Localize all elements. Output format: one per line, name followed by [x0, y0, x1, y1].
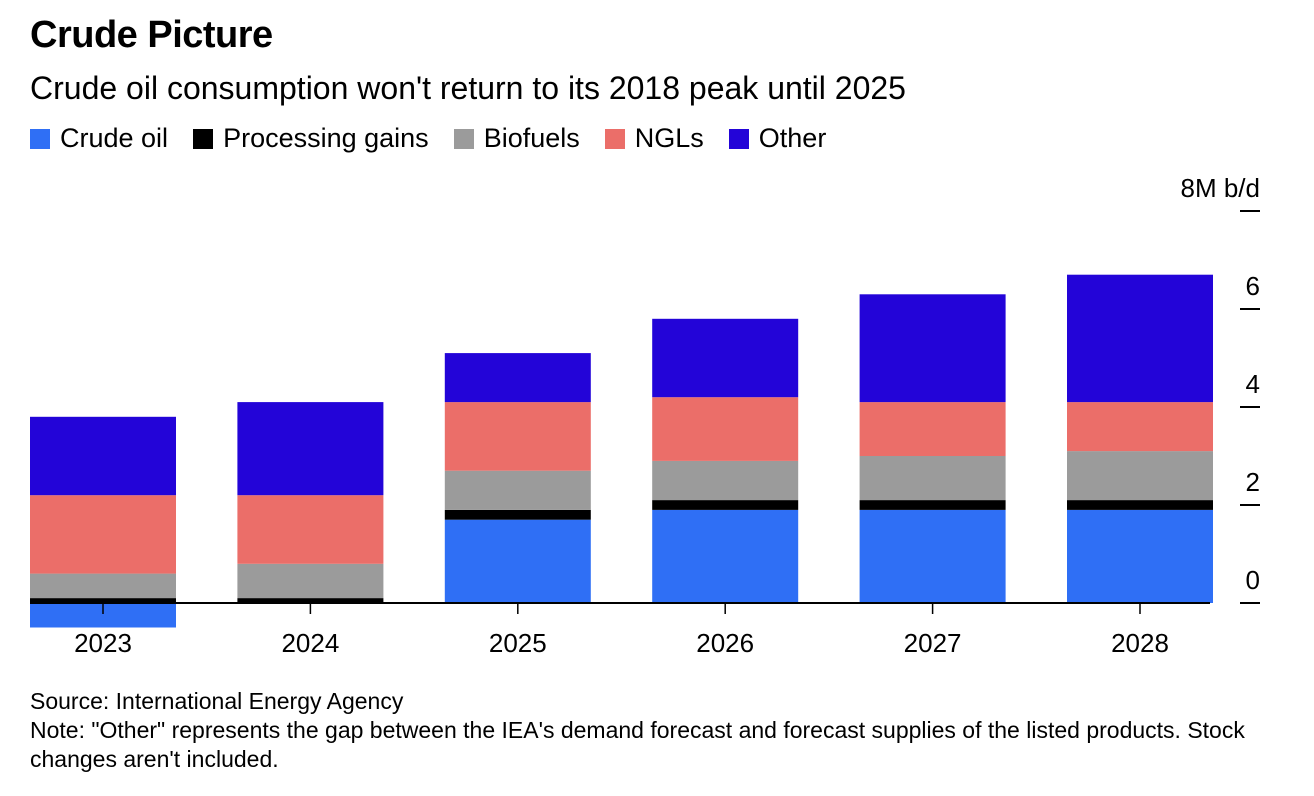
legend-item-other: Other	[728, 123, 827, 154]
explanatory-note: Note: "Other" represents the gap between…	[30, 717, 1245, 772]
chart-title: Crude Picture	[30, 14, 273, 56]
legend-swatch-crude-oil	[30, 128, 50, 149]
legend-item-biofuels: Biofuels	[453, 123, 580, 154]
legend-label-crude-oil: Crude oil	[60, 123, 169, 153]
bar-biofuels-2025	[444, 470, 591, 510]
bar-crude-oil-2025	[444, 519, 591, 603]
bar-processing-gains-2024	[237, 598, 384, 603]
bar-biofuels-2026	[652, 460, 799, 501]
bar-biofuels-2023	[30, 573, 176, 599]
legend-swatch-processing-gains	[193, 128, 214, 149]
bar-biofuels-2024	[237, 563, 384, 599]
bar-processing-gains-2025	[444, 509, 591, 520]
y-tick-label-0: 0	[1246, 565, 1260, 595]
x-tick-label-2028: 2028	[1111, 628, 1169, 658]
legend-item-processing-gains: Processing gains	[193, 123, 429, 154]
y-tick-label-6: 6	[1246, 271, 1260, 301]
bar-biofuels-2028	[1067, 451, 1213, 501]
bar-biofuels-2027	[859, 456, 1006, 501]
legend-swatch-biofuels	[453, 128, 474, 149]
legend-label-other: Other	[758, 123, 827, 153]
bar-ngls-2026	[652, 397, 799, 461]
stacked-bar-chart: 2023 2024 2025 2026 2027 2028 0 2 4 6 8M b/d	[30, 173, 1261, 658]
chart-subtitle: Crude oil consumption won't return to it…	[30, 70, 906, 106]
bar-other-2025	[444, 353, 591, 403]
legend-item-crude-oil: Crude oil	[30, 123, 168, 154]
legend: Crude oil Processing gains Biofuels NGLs…	[30, 123, 851, 154]
legend-label-biofuels: Biofuels	[483, 123, 580, 153]
x-tick-label-2023: 2023	[74, 628, 132, 658]
bar-processing-gains-2028	[1067, 500, 1213, 510]
bar-other-2023	[30, 416, 176, 496]
bar-crude-oil-2027	[859, 509, 1006, 603]
bar-ngls-2024	[237, 495, 384, 564]
x-tick-label-2027: 2027	[904, 628, 962, 658]
y-tick-label-2: 2	[1246, 467, 1260, 497]
bar-ngls-2025	[444, 402, 591, 471]
source-note: Source: International Energy Agency	[30, 688, 404, 714]
bar-other-2026	[652, 318, 799, 398]
x-tick-label-2025: 2025	[489, 628, 547, 658]
legend-label-ngls: NGLs	[634, 123, 704, 153]
legend-swatch-other	[728, 128, 749, 149]
chart-footer: Source: International Energy Agency Note…	[30, 687, 1290, 774]
x-tick-label-2026: 2026	[696, 628, 754, 658]
x-axis: 2023 2024 2025 2026 2027 2028	[30, 602, 1210, 658]
bar-crude-oil-2026	[652, 509, 799, 603]
bar-ngls-2028	[1067, 402, 1213, 452]
bar-other-2027	[859, 294, 1006, 403]
legend-swatch-ngls	[604, 128, 625, 149]
legend-item-ngls: NGLs	[604, 123, 704, 154]
bar-crude-oil-2028	[1067, 509, 1213, 603]
y-tick-label-4: 4	[1246, 369, 1260, 399]
bar-processing-gains-2026	[652, 500, 799, 510]
bar-processing-gains-2027	[859, 500, 1006, 510]
bar-ngls-2023	[30, 495, 176, 574]
x-tick-label-2024: 2024	[281, 628, 339, 658]
bar-other-2028	[1067, 274, 1213, 403]
y-tick-label-8: 8M b/d	[1181, 173, 1261, 203]
bar-other-2024	[237, 402, 384, 496]
bar-ngls-2027	[859, 402, 1006, 456]
bar-processing-gains-2023	[30, 598, 176, 603]
legend-label-processing-gains: Processing gains	[223, 123, 429, 153]
y-axis: 0 2 4 6 8M b/d	[1181, 173, 1261, 604]
bars-layer	[30, 274, 1213, 628]
